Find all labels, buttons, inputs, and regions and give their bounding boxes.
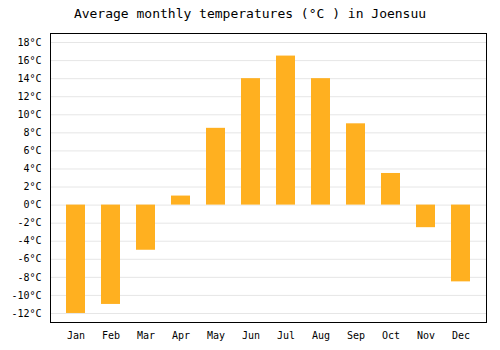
svg-text:0°C: 0°C	[23, 199, 41, 210]
svg-text:16°C: 16°C	[17, 55, 41, 66]
svg-text:-4°C: -4°C	[17, 235, 41, 246]
svg-text:Apr: Apr	[172, 330, 190, 341]
svg-text:-12°C: -12°C	[11, 308, 41, 319]
svg-text:12°C: 12°C	[17, 91, 41, 102]
svg-text:Aug: Aug	[312, 330, 330, 341]
svg-text:Mar: Mar	[137, 330, 155, 341]
svg-text:18°C: 18°C	[17, 37, 41, 48]
svg-text:-8°C: -8°C	[17, 272, 41, 283]
svg-text:Nov: Nov	[417, 330, 435, 341]
svg-text:4°C: 4°C	[23, 163, 41, 174]
svg-text:Feb: Feb	[102, 330, 120, 341]
svg-text:Dec: Dec	[452, 330, 470, 341]
svg-text:14°C: 14°C	[17, 73, 41, 84]
svg-text:8°C: 8°C	[23, 127, 41, 138]
svg-text:Jul: Jul	[277, 330, 295, 341]
svg-text:Sep: Sep	[347, 330, 365, 341]
svg-text:May: May	[207, 330, 225, 341]
html-text:Average monthly temperatures (: Average monthly temperatures (°C ) in Jo…	[73, 6, 427, 21]
svg-text:Oct: Oct	[382, 330, 400, 341]
svg-text:10°C: 10°C	[17, 109, 41, 120]
svg-text:-10°C: -10°C	[11, 290, 41, 301]
svg-text:-6°C: -6°C	[17, 253, 41, 264]
svg-text:-2°C: -2°C	[17, 217, 41, 228]
svg-text:2°C: 2°C	[23, 181, 41, 192]
svg-text:6°C: 6°C	[23, 145, 41, 156]
svg-text:Jan: Jan	[67, 330, 85, 341]
svg-text:Jun: Jun	[242, 330, 260, 341]
